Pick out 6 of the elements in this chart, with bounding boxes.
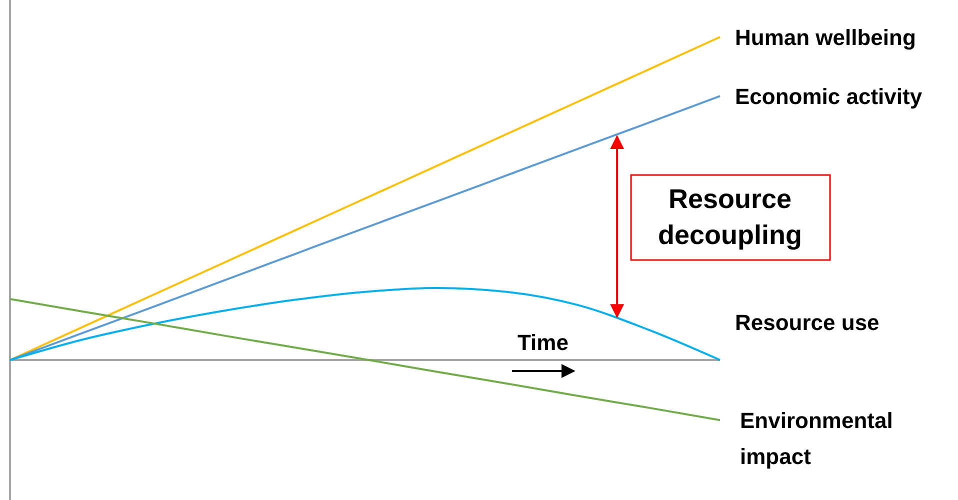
series-label: Resource use <box>735 310 880 335</box>
series-label: Environmental impact <box>740 408 893 470</box>
annotation: Resource decoupling <box>658 184 802 250</box>
series-label: Economic activity <box>735 84 923 110</box>
annotation: Time <box>518 330 568 355</box>
series-label: Human wellbeing <box>735 25 916 50</box>
